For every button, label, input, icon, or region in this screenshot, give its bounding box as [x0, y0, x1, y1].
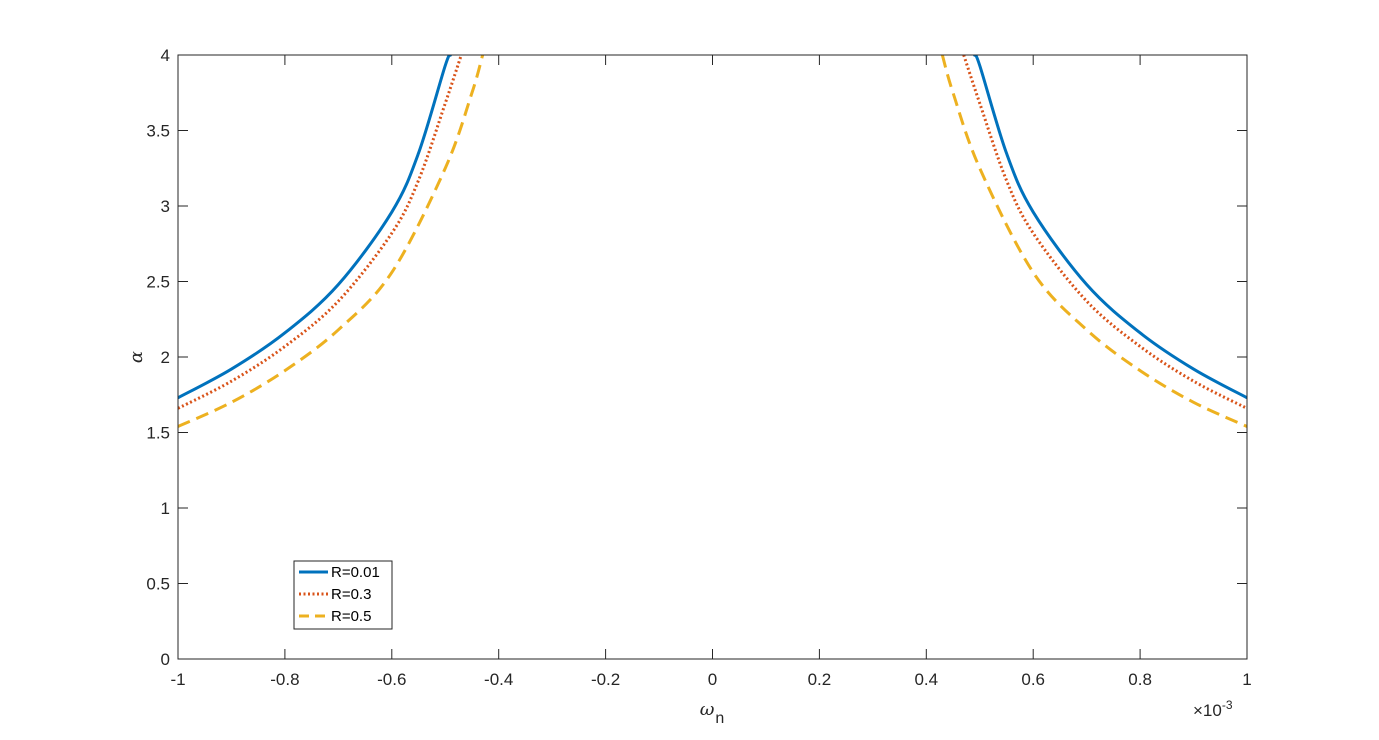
axes: -1 -0.8 -0.6 -0.4 -0.2 0 0.2 0.4 0.6 0.8 1 0 0.5 1 1.5… [146, 46, 1251, 689]
x-tick-label: 0.2 [808, 670, 832, 689]
legend-label-2: R=0.5 [331, 608, 371, 625]
legend-label-1: R=0.3 [331, 586, 371, 603]
legend-label-0: R=0.01 [331, 564, 380, 581]
legend: R=0.01 R=0.3 R=0.5 [293, 560, 393, 630]
axis-labels: ωn α ×10-3 [126, 351, 1233, 727]
y-tick-label: 4 [161, 46, 170, 65]
x-tick-label: -1 [170, 670, 185, 689]
x-tick-label: 0 [708, 670, 717, 689]
y-tick-label: 2.5 [146, 273, 170, 292]
series-line-0-left [178, 55, 452, 400]
x-tick-label: 0.4 [914, 670, 938, 689]
y-axis-label: α [126, 351, 147, 363]
x-tick-label: -0.4 [484, 670, 513, 689]
x-tick-label: -0.6 [377, 670, 406, 689]
x-axis-label-subscript: n [715, 710, 724, 727]
y-tick-label: 0 [161, 650, 170, 669]
series-line-1-left [178, 55, 463, 410]
x-tick-label: 1 [1242, 670, 1251, 689]
x-exponent-label: ×10-3 [1193, 698, 1233, 720]
x-tick-label: -0.2 [591, 670, 620, 689]
x-tick-label: -0.8 [270, 670, 299, 689]
y-tick-label: 0.5 [146, 575, 170, 594]
x-tick-label: 0.8 [1128, 670, 1152, 689]
y-tick-label: 2 [161, 348, 170, 367]
y-tick-label: 1 [161, 499, 170, 518]
series-line-1-right [962, 55, 1247, 410]
y-tick-label: 1.5 [146, 424, 170, 443]
plot-area [178, 55, 1247, 428]
series-line-2-left [178, 55, 485, 428]
y-tick-label: 3 [161, 197, 170, 216]
y-tick-label: 3.5 [146, 122, 170, 141]
series-line-0-right [973, 55, 1247, 400]
series-line-2-right [940, 55, 1247, 428]
x-axis-label: ωn [700, 699, 725, 727]
x-tick-label: 0.6 [1021, 670, 1045, 689]
